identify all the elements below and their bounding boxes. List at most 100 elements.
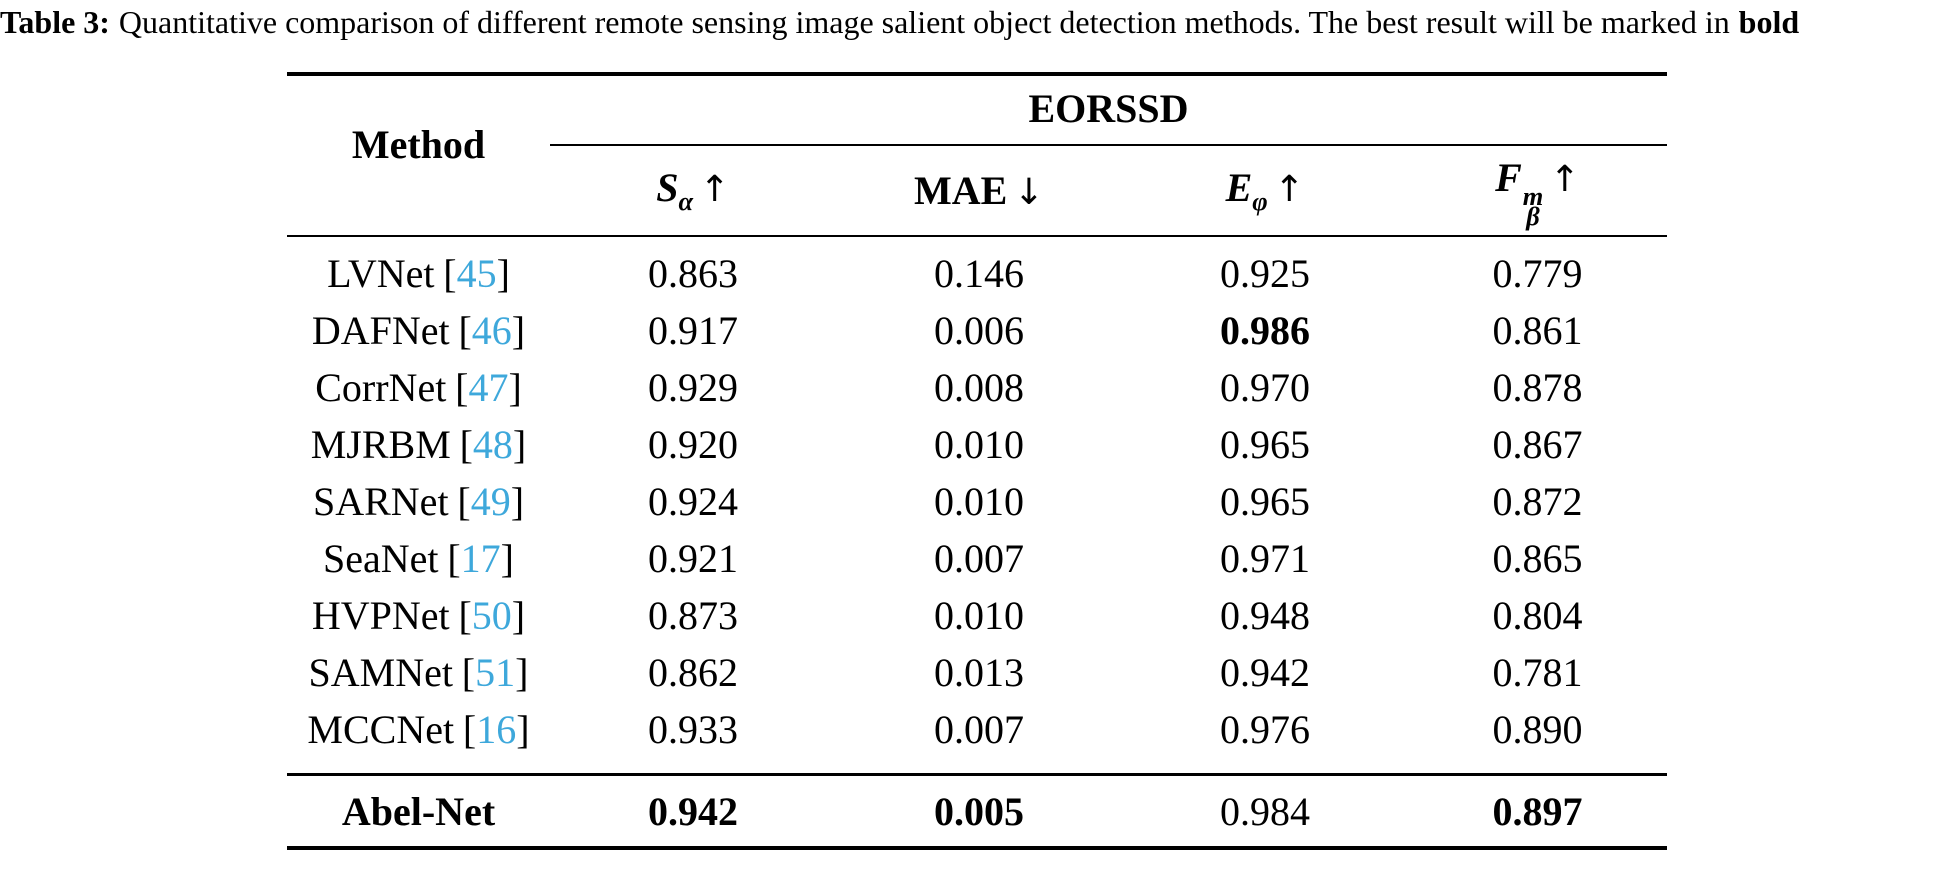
citation-bracket-open: [ xyxy=(461,650,476,695)
table-row-samnet: SAMNet [51] 0.862 0.013 0.942 0.781 xyxy=(287,644,1667,701)
table-row-abelnet: Abel-Net 0.942 0.005 0.984 0.897 xyxy=(287,776,1667,846)
metric-value: 0.872 xyxy=(1492,479,1583,524)
table-caption: Table 3: Quantitative comparison of diffe… xyxy=(0,0,1954,41)
metric-superscript: m xyxy=(1522,181,1544,212)
column-header-e-phi: Eφ ↑ xyxy=(1122,164,1408,217)
metric-value: 0.007 xyxy=(934,536,1024,581)
method-name: DAFNet xyxy=(311,308,450,353)
metric-subscript: φ xyxy=(1252,186,1268,217)
metric-symbol: S xyxy=(656,164,679,210)
method-cell: SAMNet [51] xyxy=(287,649,550,696)
metric-value: 0.779 xyxy=(1492,251,1583,296)
table-row-sarnet: SARNet [49] 0.924 0.010 0.965 0.872 xyxy=(287,473,1667,530)
metric-subscript: α xyxy=(678,186,694,217)
metric-value: 0.965 xyxy=(1220,422,1310,467)
method-cell: Abel-Net xyxy=(341,788,496,834)
metric-value: 0.890 xyxy=(1492,707,1583,752)
best-metric-value: 0.897 xyxy=(1492,788,1583,834)
citation-link[interactable]: 50 xyxy=(471,593,512,638)
metric-value: 0.917 xyxy=(648,308,738,353)
method-cell: SeaNet [17] xyxy=(287,535,550,582)
citation-bracket-close: ] xyxy=(508,365,522,410)
citation-link[interactable]: 48 xyxy=(472,422,513,467)
metric-value: 0.008 xyxy=(934,365,1024,410)
citation-link[interactable]: 17 xyxy=(460,536,501,581)
metric-symbol: MAE xyxy=(914,168,1008,213)
method-cell: DAFNet [46] xyxy=(287,307,550,354)
column-header-method: Method xyxy=(351,122,486,167)
metric-value: 0.878 xyxy=(1492,365,1583,410)
citation-link[interactable]: 16 xyxy=(476,707,517,752)
metric-symbol: F xyxy=(1495,154,1522,200)
column-header-mae: MAE ↓ xyxy=(836,167,1122,214)
best-metric-value: 0.005 xyxy=(934,788,1024,834)
metric-value: 0.010 xyxy=(934,479,1024,524)
method-name: SARNet xyxy=(312,479,449,524)
metric-value: 0.863 xyxy=(648,251,738,296)
best-metric-value: 0.986 xyxy=(1220,308,1310,353)
table-body: LVNet [45] 0.863 0.146 0.925 0.779 DAFNet… xyxy=(287,237,1667,773)
table-row-mjrbm: MJRBM [48] 0.920 0.010 0.965 0.867 xyxy=(287,416,1667,473)
metric-value: 0.007 xyxy=(934,707,1024,752)
citation-link[interactable]: 47 xyxy=(468,365,509,410)
metric-value: 0.862 xyxy=(648,650,738,695)
citation-bracket-open: [ xyxy=(459,422,473,467)
up-arrow-icon: ↑ xyxy=(1274,168,1305,210)
citation-bracket-open: [ xyxy=(458,593,472,638)
column-header-s-alpha: Sα ↑ xyxy=(550,164,836,217)
metric-value: 0.146 xyxy=(934,251,1024,296)
metric-value: 0.865 xyxy=(1492,536,1583,581)
metric-value: 0.933 xyxy=(648,707,738,752)
metric-subscript: β xyxy=(1526,201,1540,232)
metric-value: 0.010 xyxy=(934,593,1024,638)
table-row-seanet: SeaNet [17] 0.921 0.007 0.971 0.865 xyxy=(287,530,1667,587)
metric-value: 0.929 xyxy=(648,365,738,410)
metric-value: 0.861 xyxy=(1492,308,1583,353)
up-arrow-icon: ↑ xyxy=(1549,158,1580,200)
metric-value: 0.867 xyxy=(1492,422,1583,467)
metric-value: 0.924 xyxy=(648,479,738,524)
down-arrow-icon: ↓ xyxy=(1013,172,1044,213)
method-name: MCCNet xyxy=(307,707,455,752)
citation-bracket-open: [ xyxy=(447,536,461,581)
metric-value: 0.006 xyxy=(934,308,1024,353)
table-row-hvpnet: HVPNet [50] 0.873 0.010 0.948 0.804 xyxy=(287,587,1667,644)
citation-bracket-open: [ xyxy=(457,479,471,524)
caption-label: Table 3: xyxy=(0,4,110,40)
citation-link[interactable]: 51 xyxy=(475,650,516,695)
table-row-lvnet: LVNet [45] 0.863 0.146 0.925 0.779 xyxy=(287,245,1667,302)
table-row-mccnet: MCCNet [16] 0.933 0.007 0.976 0.890 xyxy=(287,701,1667,758)
best-metric-value: 0.942 xyxy=(648,788,738,834)
citation-bracket-close: ] xyxy=(516,707,530,752)
metric-value: 0.971 xyxy=(1220,536,1310,581)
citation-bracket-close: ] xyxy=(510,479,525,524)
metric-value: 0.920 xyxy=(648,422,738,467)
metric-value: 0.013 xyxy=(934,650,1024,695)
table-row-dafnet: DAFNet [46] 0.917 0.006 0.986 0.861 xyxy=(287,302,1667,359)
citation-bracket-open: [ xyxy=(443,251,457,296)
citation-bracket-open: [ xyxy=(458,308,472,353)
table-row-corrnet: CorrNet [47] 0.929 0.008 0.970 0.878 xyxy=(287,359,1667,416)
citation-link[interactable]: 49 xyxy=(470,479,511,524)
metric-value: 0.925 xyxy=(1220,251,1310,296)
citation-bracket-close: ] xyxy=(512,422,527,467)
table-header-rule xyxy=(287,235,1667,237)
method-cell: MCCNet [16] xyxy=(287,706,550,753)
metric-value: 0.948 xyxy=(1220,593,1310,638)
metric-value: 0.965 xyxy=(1220,479,1310,524)
metric-value: 0.010 xyxy=(934,422,1024,467)
method-name: SeaNet xyxy=(323,536,439,581)
metric-value: 0.970 xyxy=(1220,365,1310,410)
citation-bracket-close: ] xyxy=(511,308,526,353)
metric-symbol: E xyxy=(1225,164,1253,210)
method-name: LVNet xyxy=(327,251,435,296)
citation-link[interactable]: 45 xyxy=(456,251,497,296)
method-cell: HVPNet [50] xyxy=(287,592,550,639)
up-arrow-icon: ↑ xyxy=(699,168,730,210)
citation-link[interactable]: 46 xyxy=(471,308,512,353)
